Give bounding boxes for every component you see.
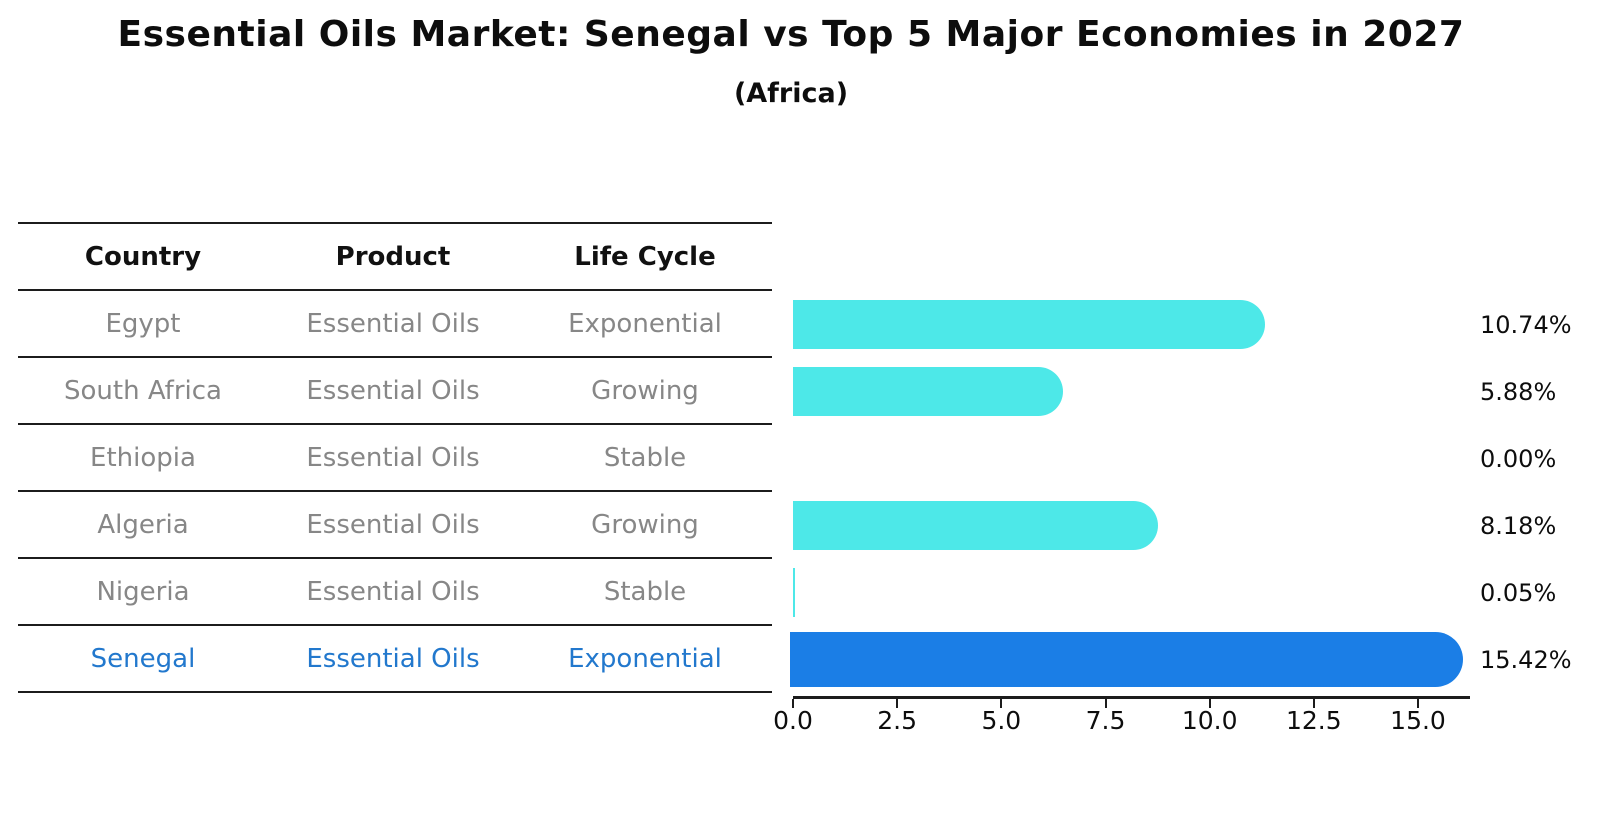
column-header-product: Product <box>335 241 451 272</box>
x-tick-label: 12.5 <box>1285 706 1342 735</box>
bar-senegal <box>790 632 1463 687</box>
cell-product: Essential Oils <box>306 442 480 473</box>
cell-product: Essential Oils <box>306 509 480 540</box>
table-row-egypt: Egypt Essential Oils Exponential <box>18 291 772 358</box>
cell-life-cycle: Exponential <box>568 643 722 674</box>
cell-life-cycle: Growing <box>591 509 699 540</box>
table-row-algeria: Algeria Essential Oils Growing <box>18 492 772 559</box>
value-label-nigeria: 0.05% <box>1480 578 1557 607</box>
value-label-south-africa: 5.88% <box>1480 377 1557 406</box>
x-tick-label: 0.0 <box>773 706 813 735</box>
cell-country: Ethiopia <box>90 442 196 473</box>
x-tick <box>896 699 899 708</box>
cell-life-cycle: Exponential <box>568 308 722 339</box>
chart-subtitle: (Africa) <box>733 78 849 109</box>
table-row-ethiopia: Ethiopia Essential Oils Stable <box>18 425 772 492</box>
value-label-egypt: 10.74% <box>1480 310 1572 339</box>
value-label-algeria: 8.18% <box>1480 511 1557 540</box>
x-tick-label: 5.0 <box>981 706 1022 735</box>
bar-south-africa <box>793 367 1063 416</box>
cell-product: Essential Oils <box>306 308 480 339</box>
column-header-country: Country <box>84 241 202 272</box>
x-tick <box>1000 699 1003 708</box>
x-tick <box>1208 699 1211 708</box>
data-table: Country Product Life Cycle Egypt Essentia… <box>18 222 772 693</box>
bar-egypt <box>793 300 1265 349</box>
cell-country: Nigeria <box>96 576 190 607</box>
x-tick-label: 2.5 <box>877 706 918 735</box>
column-header-life-cycle: Life Cycle <box>574 241 716 272</box>
cell-product: Essential Oils <box>306 643 480 674</box>
table-row-nigeria: Nigeria Essential Oils Stable <box>18 559 772 626</box>
cell-product: Essential Oils <box>306 576 480 607</box>
x-tick <box>1104 699 1107 708</box>
bar-algeria <box>793 501 1159 550</box>
x-tick-label: 7.5 <box>1085 706 1126 735</box>
table-row-south-africa: South Africa Essential Oils Growing <box>18 358 772 425</box>
x-tick-label: 15.0 <box>1390 706 1446 735</box>
table-header-row: Country Product Life Cycle <box>18 224 772 291</box>
cell-country: South Africa <box>64 375 222 406</box>
x-axis-line <box>793 696 1470 699</box>
cell-country: Egypt <box>105 308 181 339</box>
x-tick-label: 10.0 <box>1181 706 1238 735</box>
cell-life-cycle: Stable <box>603 576 687 607</box>
bar-nigeria <box>793 568 796 617</box>
cell-country: Senegal <box>90 643 196 674</box>
x-tick <box>1417 699 1419 708</box>
table-row-senegal: Senegal Essential Oils Exponential <box>18 626 772 693</box>
cell-life-cycle: Stable <box>603 442 687 473</box>
value-label-senegal: 15.42% <box>1480 645 1572 674</box>
value-label-ethiopia: 0.00% <box>1480 444 1557 473</box>
table-body: Egypt Essential Oils Exponential South Afri… <box>18 291 772 693</box>
x-tick <box>792 699 794 708</box>
cell-product: Essential Oils <box>306 375 480 406</box>
cell-country: Algeria <box>97 509 189 540</box>
chart-title: Essential Oils Market: Senegal vs Top 5 … <box>117 14 1465 55</box>
cell-life-cycle: Growing <box>591 375 699 406</box>
x-tick <box>1312 699 1315 708</box>
